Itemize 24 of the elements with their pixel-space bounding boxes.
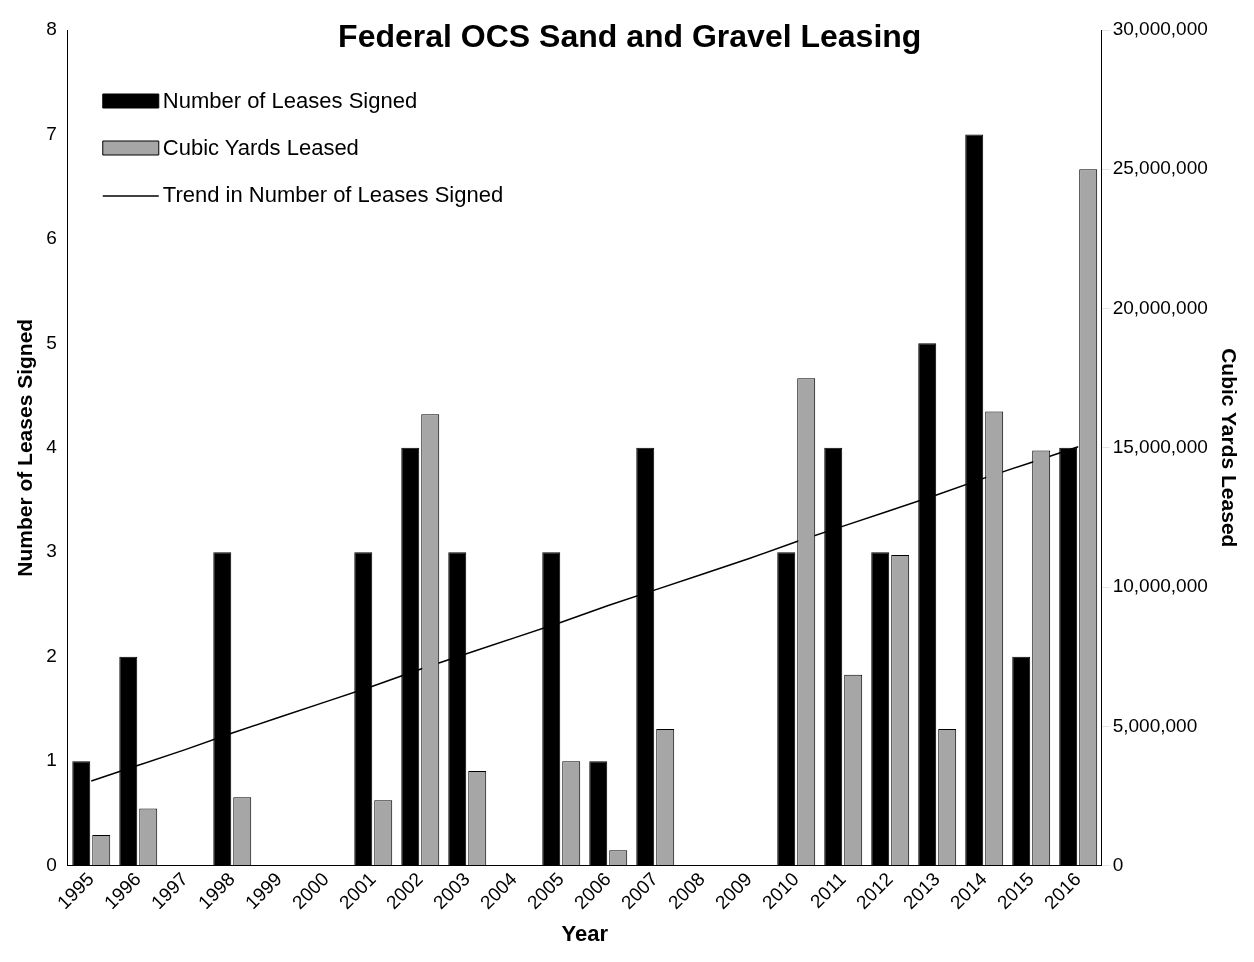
legend-label: Cubic Yards Leased bbox=[162, 135, 359, 161]
y-axis-title: Number of Leases Signed bbox=[13, 318, 37, 577]
y2-tick-label: 30,000,000 bbox=[1112, 18, 1208, 40]
y-tick-label: 6 bbox=[46, 227, 57, 249]
legend-label: Trend in Number of Leases Signed bbox=[162, 182, 504, 208]
y2-tick-label: 20,000,000 bbox=[1112, 296, 1208, 318]
y-tick-label: 4 bbox=[46, 436, 58, 458]
y2-tick-label: 25,000,000 bbox=[1112, 157, 1208, 179]
y-tick-label: 8 bbox=[46, 18, 57, 40]
y2-tick-label: 0 bbox=[1112, 853, 1124, 875]
y2-axis-title: Cubic Yards Leased bbox=[1217, 348, 1241, 548]
y-tick-label: 3 bbox=[46, 540, 57, 562]
y-tick-label: 0 bbox=[46, 853, 57, 875]
chart-title: Federal OCS Sand and Gravel Leasing bbox=[338, 17, 922, 54]
y2-tick-label: 15,000,000 bbox=[1112, 436, 1208, 458]
x-axis-title: Year bbox=[561, 920, 609, 946]
y-tick-label: 5 bbox=[46, 331, 57, 353]
y-tick-label: 1 bbox=[46, 749, 57, 771]
y2-tick-label: 10,000,000 bbox=[1112, 575, 1208, 597]
y2-tick-label: 5,000,000 bbox=[1112, 714, 1198, 736]
y-tick-label: 7 bbox=[46, 122, 57, 144]
bar bbox=[589, 761, 608, 866]
y-tick-label: 2 bbox=[46, 644, 57, 666]
legend-label: Number of Leases Signed bbox=[162, 88, 418, 114]
